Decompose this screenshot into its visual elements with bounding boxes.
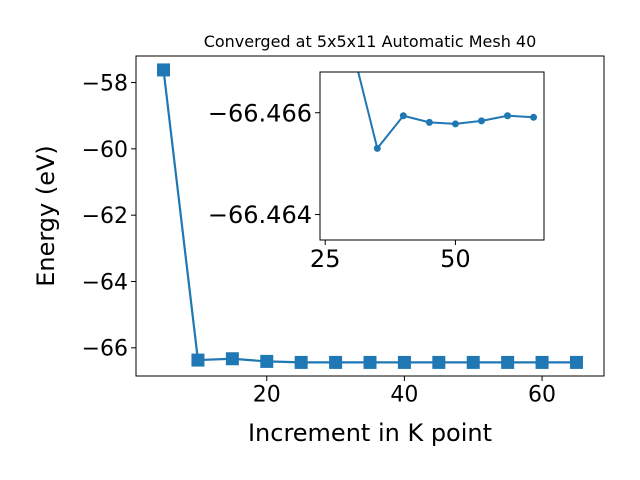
y-tick-label: −58 [82,71,128,96]
data-point [363,355,377,369]
x-tick-label: 50 [440,245,471,273]
data-point [535,355,549,369]
data-point [399,112,407,120]
plot-marks [157,63,583,369]
plot-frame [135,55,605,377]
y-tick-label: −66.464 [208,201,312,229]
data-point [477,117,485,125]
x-axis-label: Increment in K point [248,419,492,447]
data-point [225,352,239,366]
y-tick-label: −62 [82,204,128,229]
inset-chart: 25 50 −66.466 −66.464 [208,71,545,273]
x-tick-label: 25 [310,245,341,273]
plot-area [320,72,544,240]
y-tick-label: −66 [82,337,128,362]
series-line [357,72,534,150]
x-tick-label: 20 [253,383,281,408]
data-point [294,355,308,369]
data-point [191,353,205,367]
data-point [569,355,583,369]
data-point [425,118,433,126]
data-point [466,355,480,369]
chart-title: Converged at 5x5x11 Automatic Mesh 40 [204,32,537,51]
data-point [260,354,274,368]
data-point [157,63,171,77]
data-point [451,120,459,128]
plot-frame [319,71,545,241]
y-tick-label: −64 [82,270,128,295]
plot-marks [357,72,538,152]
data-point [501,355,515,369]
data-point [530,113,538,121]
y-tick-label: −66.466 [208,99,312,127]
data-point [432,355,446,369]
x-tick-label: 40 [390,383,418,408]
data-point [373,144,381,152]
data-point [504,112,512,120]
x-tick-label: 60 [528,383,556,408]
data-point [329,355,343,369]
y-tick-label: −60 [82,138,128,163]
data-point [397,355,411,369]
y-axis-label: Energy (eV) [32,145,60,287]
